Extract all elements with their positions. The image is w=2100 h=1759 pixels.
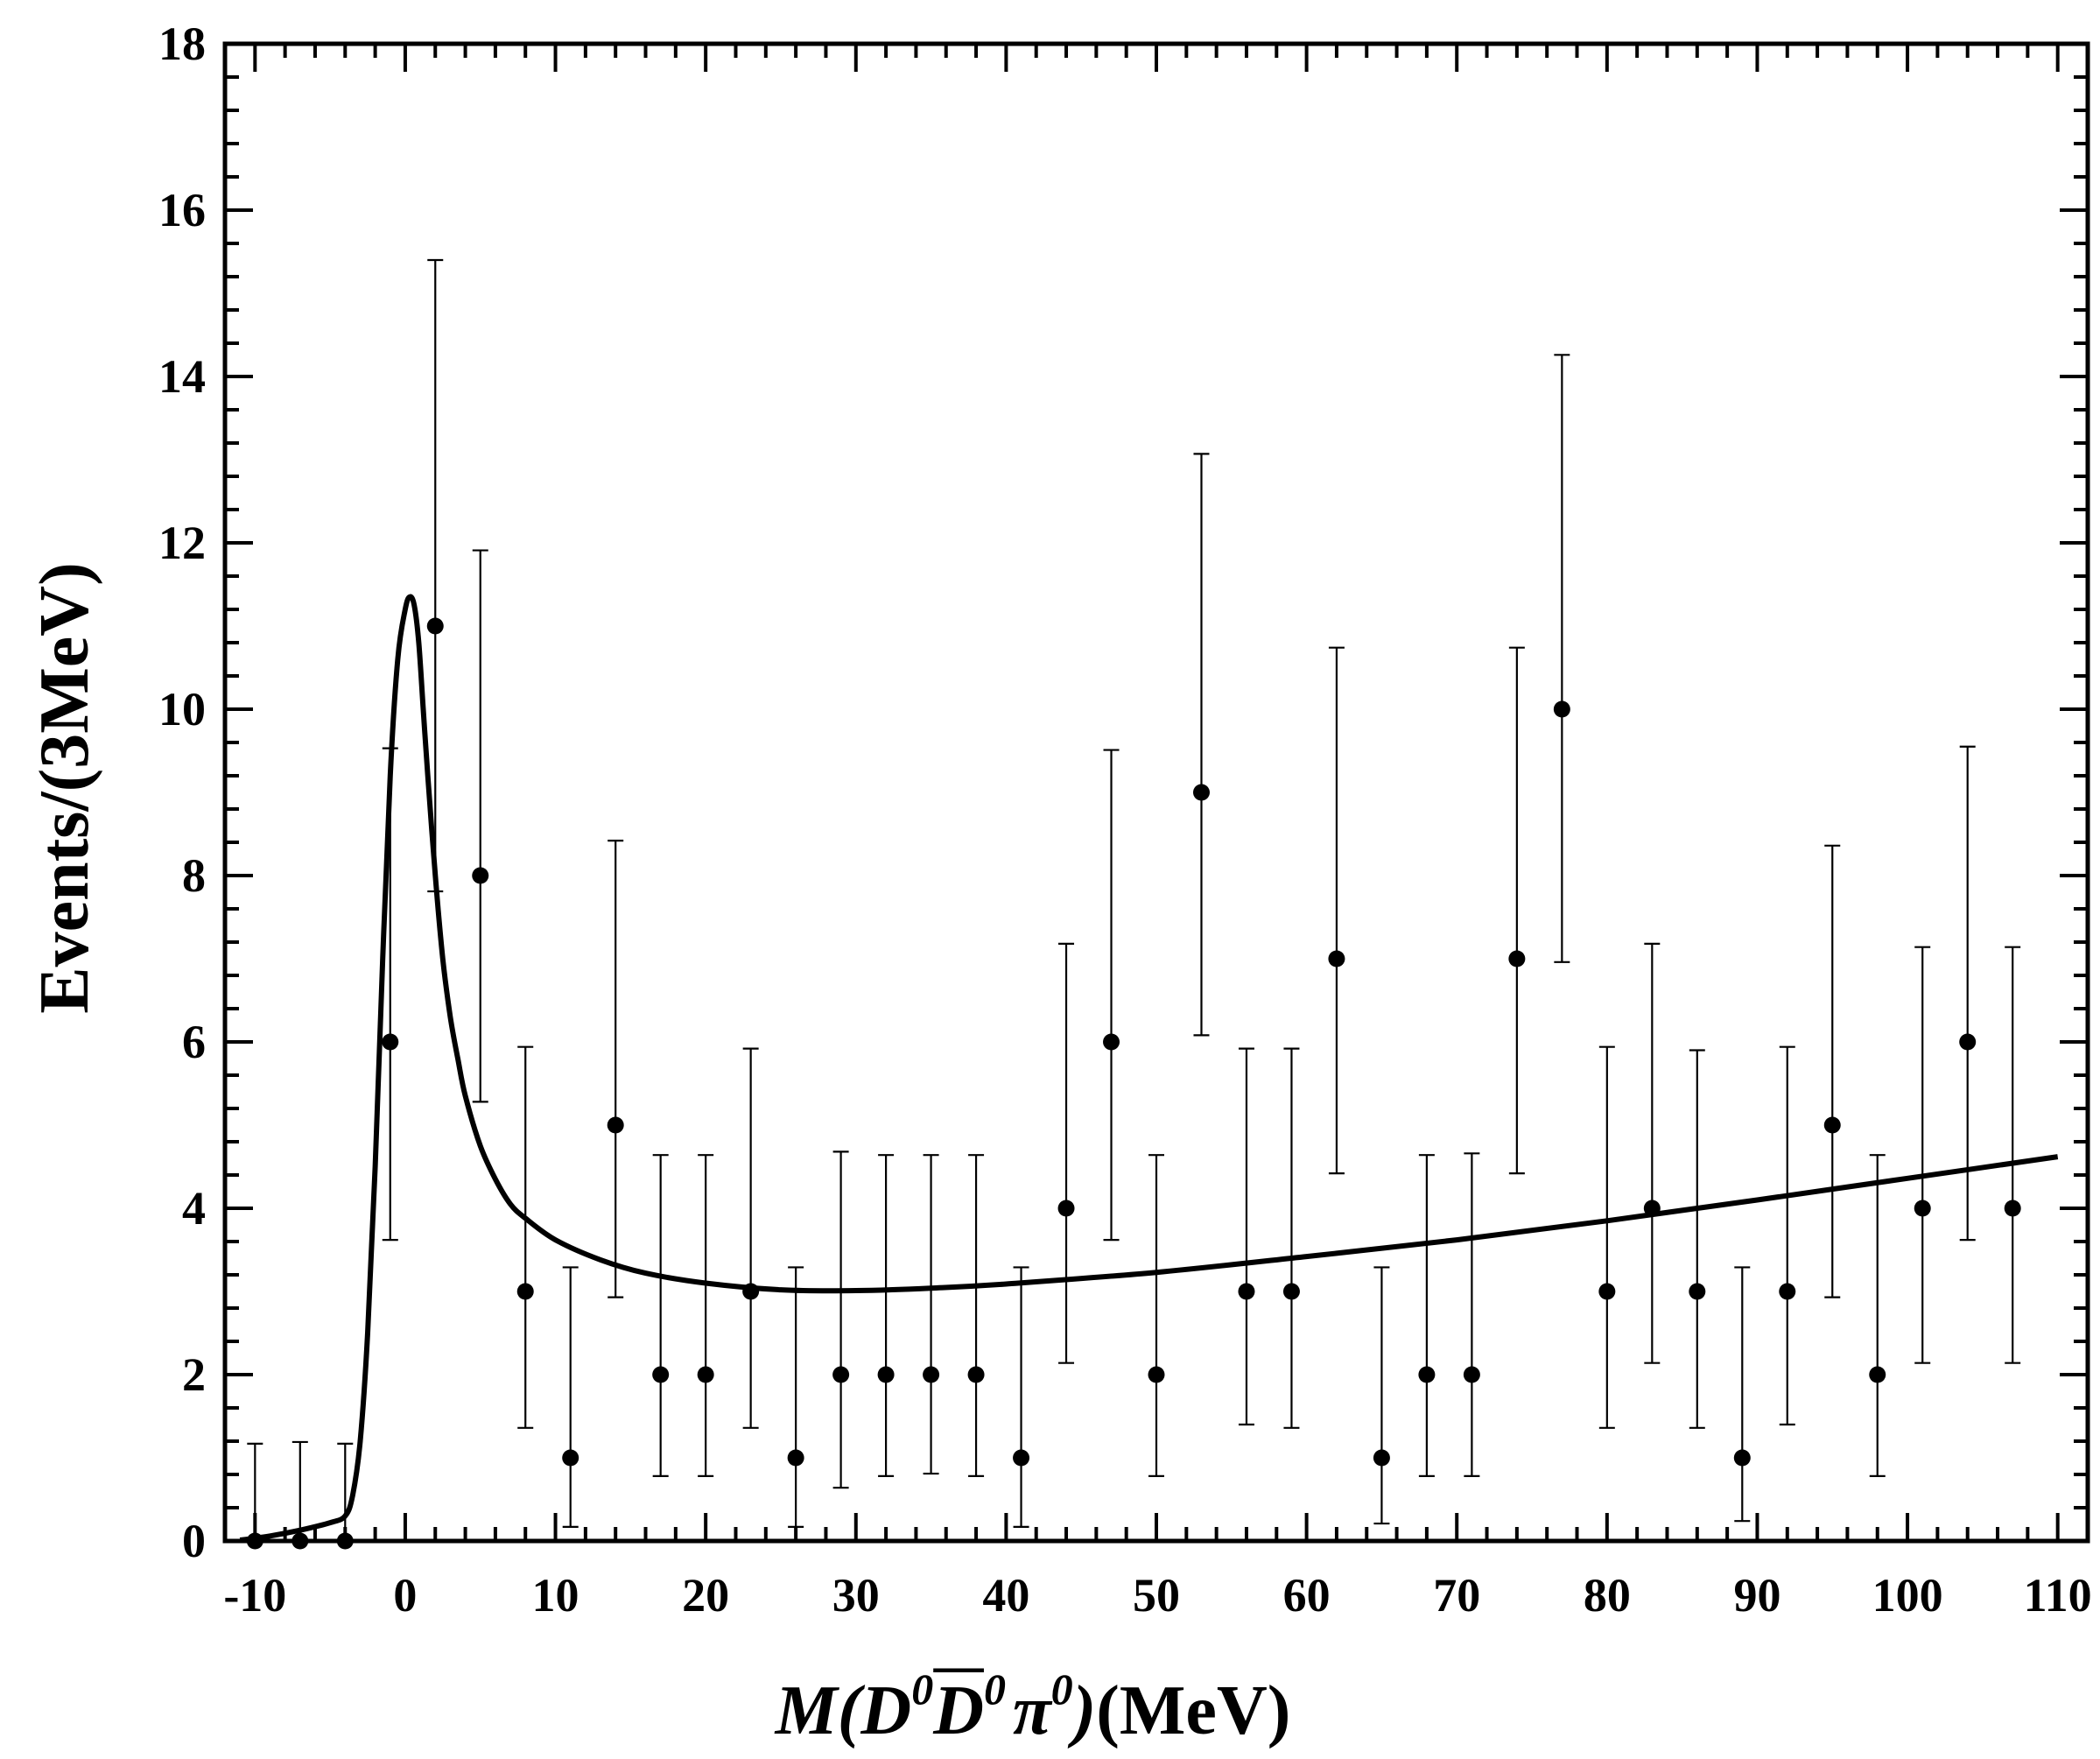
data-point [923,1366,940,1383]
data-point [1643,1200,1661,1217]
x-tick-label: 80 [1584,1569,1631,1622]
data-point [426,617,444,635]
data-point [697,1366,714,1383]
x-axis-title-pi: π [1013,1672,1053,1749]
data-point [1328,950,1345,967]
data-point [1192,784,1210,801]
fit-curve [239,594,2059,1543]
x-axis-title: M(D0D0 π0)(MeV) [774,1664,1291,1749]
data-point [1148,1366,1165,1383]
data-point [2004,1200,2021,1217]
data-point [246,1532,263,1550]
x-axis-title-d1: D [860,1672,911,1749]
x-axis-title-dbar: D [932,1672,984,1749]
data-point [1689,1283,1706,1300]
data-point [1057,1200,1075,1217]
data-point [1463,1366,1480,1383]
y-tick-label: 4 [182,1182,206,1235]
data-point [1914,1200,1931,1217]
y-tick-label: 16 [158,184,206,236]
data-point [336,1532,354,1550]
y-tick-label: 6 [182,1016,206,1068]
data-point [1103,1033,1120,1051]
data-point [1733,1449,1751,1467]
data-point [291,1532,309,1550]
data-points [246,617,2021,1550]
data-point [472,867,489,884]
x-tick-label: 90 [1733,1569,1780,1622]
data-point [1779,1283,1796,1300]
data-point [562,1449,579,1467]
y-tick-label: 8 [182,849,206,902]
data-point [1553,700,1570,718]
data-point [1598,1283,1616,1300]
y-tick-labels: 0 2 4 6 8 10 12 14 16 18 [158,18,206,1567]
x-axis-title-d2-sup: 0 [984,1664,1006,1713]
data-point [832,1366,850,1383]
y-tick-label: 2 [182,1348,206,1401]
data-point [1238,1283,1255,1300]
x-tick-labels: -10 0 10 20 30 40 50 60 70 80 90 100 110 [223,1569,2091,1622]
x-tick-label: 40 [982,1569,1029,1622]
data-point [607,1116,624,1134]
data-point [1869,1366,1886,1383]
x-axis-title-unit: (MeV) [1096,1672,1290,1749]
data-point [877,1366,895,1383]
y-tick-label: 14 [158,350,206,403]
y-tick-label: 12 [158,517,206,569]
x-tick-label: 70 [1433,1569,1480,1622]
x-tick-label: 100 [1872,1569,1943,1622]
x-tick-label: 30 [832,1569,880,1622]
x-axis-title-d1-sup: 0 [911,1664,933,1713]
data-point [1418,1366,1436,1383]
data-point [652,1366,670,1383]
x-tick-label: 20 [682,1569,729,1622]
y-tick-label: 10 [158,683,206,735]
x-tick-label: 0 [393,1569,417,1622]
x-tick-label: 50 [1133,1569,1180,1622]
data-point [967,1366,985,1383]
x-axis-title-close: ) [1068,1672,1097,1749]
data-point [1823,1116,1841,1134]
y-axis-title: Events/(3MeV) [26,562,103,1013]
x-tick-label: -10 [223,1569,286,1622]
data-point [1013,1449,1030,1467]
data-point [516,1283,534,1300]
data-point [742,1283,760,1300]
data-point [1959,1033,1977,1051]
x-tick-label: 110 [2024,1569,2092,1622]
x-axis-title-prefix: M( [774,1672,866,1749]
x-tick-label: 10 [532,1569,579,1622]
axis-ticks [223,42,2089,1543]
y-tick-label: 18 [158,18,206,70]
x-tick-label: 60 [1283,1569,1331,1622]
y-tick-label: 0 [182,1515,206,1567]
data-point [787,1449,804,1467]
x-axis-title-pi-sup: 0 [1051,1664,1073,1713]
data-point [1282,1283,1300,1300]
data-point [382,1033,399,1051]
data-point [1508,950,1526,967]
error-bars [247,258,2021,1543]
data-point [1373,1449,1390,1467]
